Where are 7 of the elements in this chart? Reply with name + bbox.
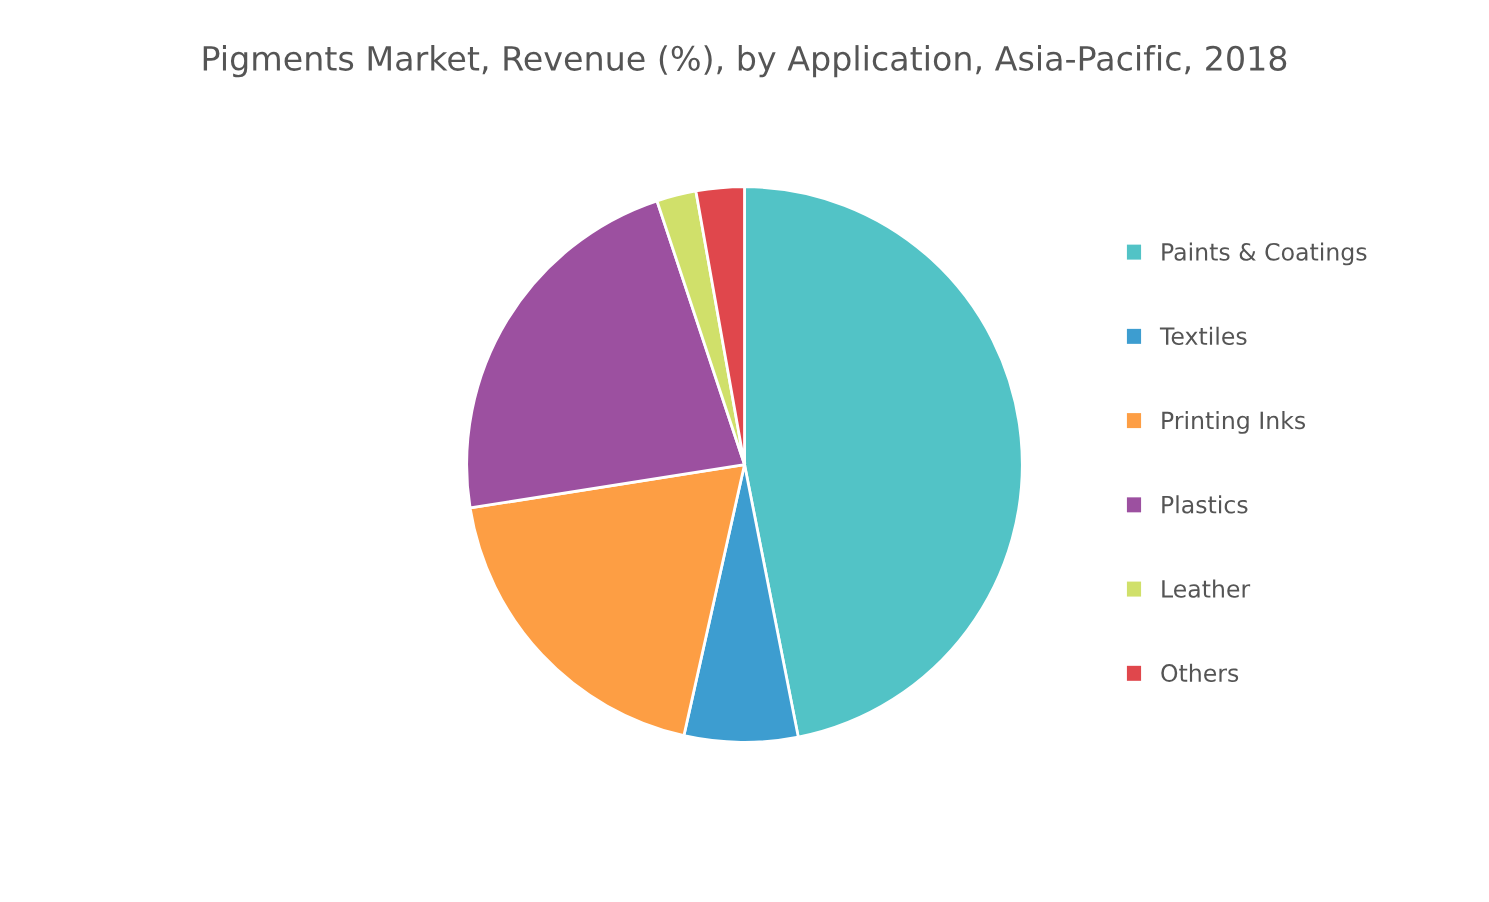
legend-label: Leather [1162, 579, 1251, 598]
legend-label: Printing Inks [1162, 410, 1306, 434]
legend-label: Paints & Coatings [1162, 242, 1367, 266]
legend-label: Others [1161, 663, 1239, 682]
legend-label: Plastics [1162, 495, 1248, 514]
chart-title: Pigments Market, Revenue (%), by Application, Asia-Pacific, 2018 [203, 45, 1287, 78]
legend-label: Textiles [1159, 326, 1247, 346]
